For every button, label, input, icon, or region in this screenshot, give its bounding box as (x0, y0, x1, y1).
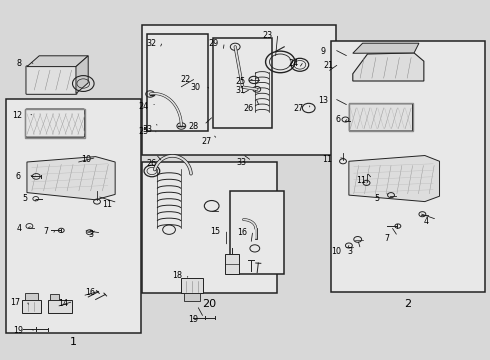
Polygon shape (353, 53, 424, 81)
Text: 25: 25 (235, 77, 245, 85)
Text: 11: 11 (102, 200, 112, 209)
Bar (349, 103, 413, 131)
Text: 26: 26 (147, 159, 157, 168)
Bar (48, 300, 72, 313)
Text: 22: 22 (180, 76, 190, 85)
Text: 18: 18 (172, 271, 182, 280)
Text: 4: 4 (424, 217, 429, 226)
Text: 10: 10 (81, 154, 91, 163)
Bar (6, 99, 141, 333)
Bar (147, 34, 208, 131)
Text: 13: 13 (318, 95, 328, 104)
Text: 29: 29 (209, 40, 219, 49)
Text: 9: 9 (321, 46, 326, 55)
Text: 20: 20 (202, 299, 216, 309)
Text: 10: 10 (331, 247, 341, 256)
FancyBboxPatch shape (349, 104, 413, 131)
Text: 27: 27 (294, 104, 304, 113)
Bar (331, 41, 485, 292)
Text: 31: 31 (235, 86, 245, 95)
Bar (24, 293, 38, 300)
Bar (225, 254, 239, 274)
Text: 19: 19 (14, 326, 24, 335)
Text: 33: 33 (236, 158, 246, 167)
Polygon shape (76, 56, 88, 94)
Text: 1: 1 (70, 337, 77, 347)
Text: 5: 5 (375, 194, 380, 203)
Bar (230, 191, 284, 274)
Text: 8: 8 (16, 58, 21, 68)
Text: 24: 24 (288, 58, 298, 68)
Text: 23: 23 (262, 31, 272, 40)
Text: 32: 32 (147, 39, 157, 48)
Text: 11: 11 (322, 154, 332, 163)
Text: 12: 12 (13, 111, 23, 120)
Text: 3: 3 (347, 247, 352, 256)
Text: 19: 19 (188, 315, 198, 324)
Text: 4: 4 (17, 224, 22, 233)
Text: 33: 33 (142, 125, 152, 134)
Text: 7: 7 (385, 234, 390, 243)
Text: 11: 11 (357, 176, 367, 185)
Text: 30: 30 (190, 83, 200, 91)
Text: 14: 14 (58, 299, 68, 307)
Polygon shape (27, 157, 115, 200)
Text: 2: 2 (405, 299, 412, 309)
Polygon shape (353, 43, 419, 53)
Bar (142, 162, 277, 293)
Polygon shape (27, 56, 88, 67)
FancyBboxPatch shape (25, 109, 85, 137)
Bar (213, 38, 272, 128)
Text: 17: 17 (11, 298, 21, 307)
Bar (142, 25, 336, 155)
Text: 26: 26 (244, 104, 254, 113)
Polygon shape (349, 156, 440, 202)
Bar (22, 300, 41, 313)
Text: 16: 16 (237, 228, 247, 237)
Text: 7: 7 (43, 227, 48, 236)
Bar (181, 278, 203, 293)
FancyBboxPatch shape (26, 66, 77, 94)
Text: 5: 5 (22, 194, 27, 203)
Bar (25, 109, 85, 138)
Text: 21: 21 (323, 61, 333, 70)
Text: 16: 16 (86, 288, 96, 297)
Text: 27: 27 (202, 136, 212, 145)
Text: 3: 3 (88, 230, 93, 239)
Text: 6: 6 (15, 172, 20, 181)
Text: 28: 28 (188, 122, 198, 131)
Text: 15: 15 (211, 227, 220, 236)
Text: 25: 25 (138, 127, 148, 136)
Bar (50, 294, 59, 300)
Bar (184, 293, 200, 301)
Text: 24: 24 (138, 102, 148, 111)
Text: 6: 6 (336, 115, 341, 124)
